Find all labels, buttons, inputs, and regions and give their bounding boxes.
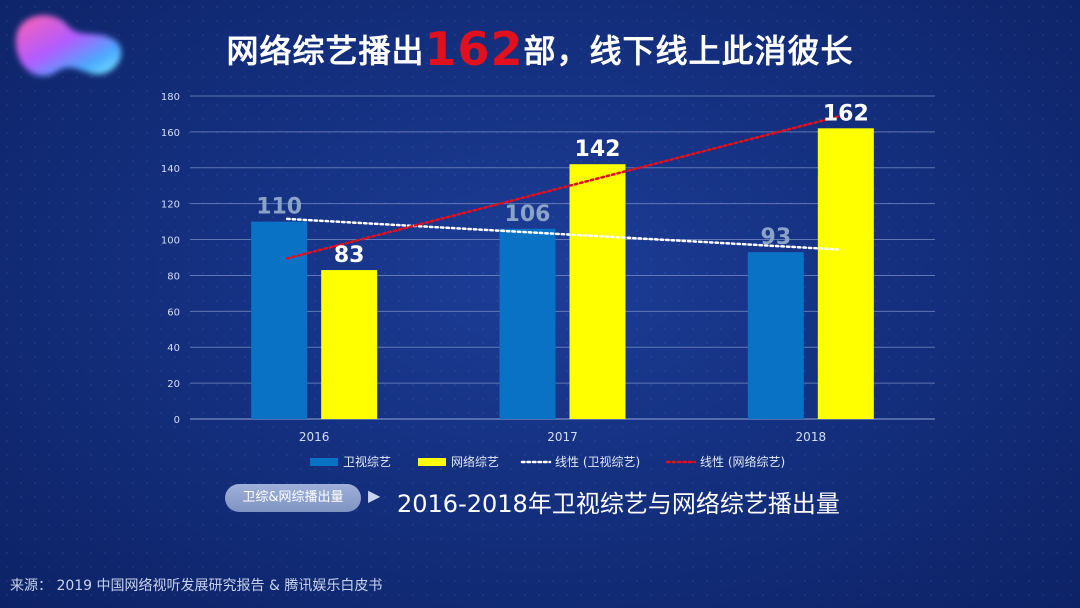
data-label-tv: 93 [761,225,792,250]
bar-online-2016 [321,270,378,419]
bar-tv-2016 [251,221,308,419]
trendline-tv [285,217,840,251]
source-note: 来源： 2019 中国网络视听发展研究报告 & 腾讯娱乐白皮书 [10,578,383,594]
caption-pill-label: 卫综&网综播出量 [225,484,361,512]
y-tick-label: 80 [167,271,180,282]
legend-online-label: 网络综艺 [451,454,499,469]
chart-caption: 2016-2018年卫视综艺与网络综艺播出量 [397,490,840,518]
y-tick-label: 0 [174,415,180,426]
y-tick-label: 160 [161,128,180,139]
bar-tv-2018 [747,252,804,419]
title-highlight-number: 162 [424,22,524,76]
y-tick-label: 40 [167,343,180,354]
legend-trend-online-label: 线性 (网络综艺) [700,454,785,469]
title-suffix: 部，线下线上此消彼长 [523,32,854,70]
bar-online-2018 [817,128,874,420]
x-tick-label: 2017 [547,430,578,444]
y-tick-label: 100 [161,236,180,247]
trendline-online [285,115,840,260]
bar-online-2017 [569,164,626,419]
legend-online-swatch [418,458,446,466]
y-tick-label: 180 [161,92,180,103]
caption-arrow-icon: ▶ [368,486,381,505]
title-prefix: 网络综艺播出 [226,32,425,70]
data-label-online: 162 [823,101,869,126]
legend-tv-label: 卫视综艺 [343,454,391,469]
x-tick-label: 2016 [299,430,330,444]
y-tick-label: 60 [167,307,180,318]
data-label-tv: 110 [256,195,302,220]
legend-tv-swatch [310,458,338,466]
data-label-online: 142 [575,137,621,162]
page-title: 网络综艺播出162部，线下线上此消彼长 [0,22,1080,76]
legend-trend-tv-label: 线性 (卫视综艺) [555,454,640,469]
x-tick-label: 2018 [796,430,827,444]
data-label-tv: 106 [505,202,551,227]
y-tick-label: 120 [161,200,180,211]
gradient-blob-logo [15,15,122,77]
y-tick-label: 140 [161,164,180,175]
y-tick-label: 20 [167,379,180,390]
bar-tv-2017 [499,228,556,419]
data-label-online: 83 [334,243,365,268]
